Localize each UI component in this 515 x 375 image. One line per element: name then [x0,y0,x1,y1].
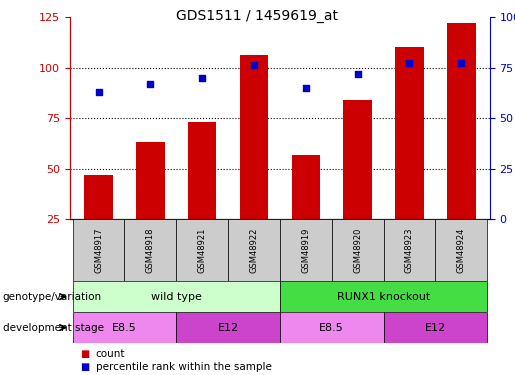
Text: ■: ■ [80,349,90,359]
Text: E8.5: E8.5 [112,322,137,333]
Point [198,75,207,81]
Text: GSM48921: GSM48921 [198,228,207,273]
Point [457,60,466,66]
Text: E12: E12 [425,322,446,333]
Bar [188,122,216,219]
Bar [384,312,487,343]
Bar [240,56,268,219]
Text: genotype/variation: genotype/variation [3,292,101,302]
Bar [384,219,435,281]
Text: GSM48922: GSM48922 [249,228,259,273]
Bar [84,175,113,219]
Text: GSM48917: GSM48917 [94,228,103,273]
Text: percentile rank within the sample: percentile rank within the sample [96,362,272,372]
Point [405,60,414,66]
Text: GSM48920: GSM48920 [353,228,362,273]
Text: GSM48923: GSM48923 [405,228,414,273]
Bar [280,219,332,281]
Bar [332,219,384,281]
Bar [73,281,280,312]
Text: RUNX1 knockout: RUNX1 knockout [337,292,430,302]
Point [250,63,258,69]
Bar [280,312,384,343]
Bar [176,312,280,343]
Text: E12: E12 [217,322,238,333]
Bar [435,219,487,281]
Text: GSM48919: GSM48919 [301,228,311,273]
Text: GSM48918: GSM48918 [146,228,155,273]
Text: GDS1511 / 1459619_at: GDS1511 / 1459619_at [177,9,338,23]
Bar [447,23,475,219]
Point [94,89,102,95]
Text: E8.5: E8.5 [319,322,344,333]
Point [353,70,362,76]
Bar [73,312,176,343]
Text: ■: ■ [80,362,90,372]
Bar [136,142,165,219]
Point [302,85,310,91]
Text: development stage: development stage [3,322,104,333]
Bar [280,281,487,312]
Text: count: count [96,349,125,359]
Bar [228,219,280,281]
Bar [73,219,125,281]
Bar [125,219,176,281]
Point [146,81,154,87]
Text: wild type: wild type [151,292,202,302]
Bar [395,47,424,219]
Text: GSM48924: GSM48924 [457,228,466,273]
Bar [176,219,228,281]
Bar [344,100,372,219]
Bar [291,154,320,219]
